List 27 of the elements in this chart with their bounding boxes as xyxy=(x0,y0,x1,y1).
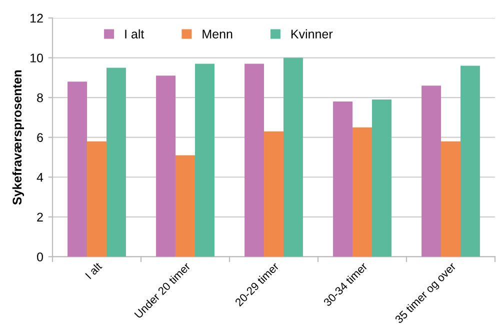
bar xyxy=(87,141,106,257)
bar xyxy=(283,58,303,257)
bar xyxy=(156,76,176,257)
y-tick-label: 8 xyxy=(37,93,43,102)
y-tick-label: 0 xyxy=(37,252,43,262)
bar xyxy=(264,131,284,257)
y-tick-label: 10 xyxy=(30,54,43,62)
y-tick-label: 12 xyxy=(30,14,43,23)
bar xyxy=(333,102,353,257)
bar xyxy=(422,86,442,257)
bar xyxy=(460,66,480,257)
bar xyxy=(68,82,88,257)
legend-label: Menn xyxy=(202,30,232,38)
bar xyxy=(194,64,214,257)
y-tick-label: 6 xyxy=(37,133,43,142)
bar xyxy=(352,127,372,257)
y-tick-label: 2 xyxy=(37,212,43,222)
legend-label: I alt xyxy=(125,29,144,38)
legend-label: Kvinner xyxy=(291,29,333,38)
bar xyxy=(372,100,392,257)
y-tick-label: 4 xyxy=(36,173,44,182)
bar xyxy=(176,155,195,257)
bar xyxy=(106,68,126,257)
x-tick-label: I alt xyxy=(84,262,102,280)
bar xyxy=(441,141,460,257)
bar xyxy=(244,64,264,257)
y-axis-title: Sykefraværsprosenten xyxy=(12,70,24,205)
